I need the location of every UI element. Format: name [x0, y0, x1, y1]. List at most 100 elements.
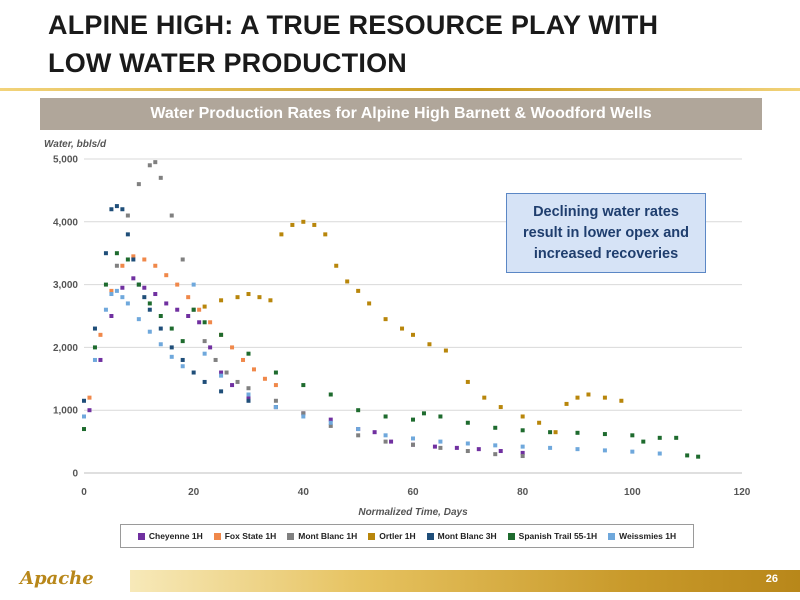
data-point — [328, 417, 333, 422]
data-point — [301, 383, 306, 388]
data-point — [586, 392, 591, 397]
data-point — [273, 398, 278, 403]
data-point — [158, 326, 163, 331]
data-point — [630, 433, 635, 438]
data-point — [109, 292, 114, 297]
data-point — [246, 351, 251, 356]
data-point — [411, 332, 415, 337]
data-point — [334, 263, 339, 268]
data-point — [103, 251, 108, 256]
data-point — [142, 295, 147, 300]
data-point — [268, 298, 273, 303]
legend-label: Cheyenne 1H — [148, 531, 203, 541]
data-point — [411, 442, 415, 447]
data-point — [476, 447, 481, 452]
data-point — [169, 213, 174, 218]
legend-item: Ortler 1H — [368, 531, 416, 541]
data-point — [493, 425, 498, 430]
x-axis-label: Normalized Time, Days — [358, 507, 468, 518]
data-point — [262, 376, 267, 381]
data-point — [153, 292, 158, 297]
data-point — [493, 443, 498, 448]
data-point — [147, 163, 152, 168]
data-point — [602, 448, 607, 453]
data-point — [602, 395, 607, 400]
data-point — [169, 345, 174, 350]
data-point — [131, 254, 136, 259]
data-point — [219, 332, 224, 337]
data-point — [290, 222, 295, 227]
chart-legend: Cheyenne 1H Fox State 1H Mont Blanc 1H Ortl… — [120, 524, 694, 548]
data-point — [411, 436, 415, 441]
data-point — [498, 449, 503, 454]
data-point — [197, 320, 202, 325]
legend-item: Cheyenne 1H — [137, 531, 203, 541]
data-point — [136, 282, 141, 287]
data-point — [114, 263, 119, 268]
series-mont-blanc-1h — [114, 160, 525, 459]
data-point — [246, 395, 251, 400]
data-point — [400, 326, 405, 331]
title-divider — [0, 88, 800, 91]
legend-label: Mont Blanc 3H — [437, 531, 497, 541]
legend-label: Weissmies 1H — [619, 531, 677, 541]
data-point — [169, 326, 174, 331]
data-point — [208, 345, 213, 350]
series-mont-blanc-3h — [82, 204, 278, 410]
data-point — [482, 395, 487, 400]
series-spanish-trail-55-1h — [82, 251, 701, 459]
y-tick-label: 3,000 — [53, 280, 78, 291]
data-point — [87, 408, 92, 413]
data-point — [257, 295, 262, 300]
data-point — [109, 207, 114, 212]
data-point — [169, 354, 174, 359]
data-point — [202, 339, 207, 344]
data-point — [98, 332, 103, 337]
x-tick-label: 40 — [298, 487, 310, 498]
data-point — [465, 449, 470, 454]
data-point — [273, 383, 278, 388]
data-point — [602, 432, 607, 437]
data-point — [312, 222, 317, 227]
data-point — [241, 357, 246, 362]
data-point — [92, 345, 97, 350]
data-point — [383, 433, 388, 438]
data-point — [125, 257, 130, 262]
data-point — [251, 367, 256, 372]
data-point — [109, 314, 114, 318]
data-point — [120, 207, 125, 212]
legend-swatch — [368, 532, 376, 540]
data-point — [82, 398, 86, 403]
data-point — [301, 414, 306, 419]
data-point — [186, 295, 191, 300]
data-point — [421, 411, 426, 416]
data-point — [575, 430, 580, 435]
data-point — [411, 417, 415, 422]
data-point — [454, 445, 459, 450]
chart-title: Water Production Rates for Alpine High B… — [40, 98, 762, 130]
y-tick-label: 1,000 — [53, 406, 78, 417]
data-point — [372, 430, 377, 435]
axes: 0 1,000 2,000 3,000 4,000 5,000 0 20 40 60 80 100 12… — [53, 155, 751, 499]
data-point — [114, 288, 119, 293]
data-point — [674, 435, 679, 440]
data-point — [246, 292, 251, 297]
y-tick-label: 4,000 — [53, 217, 78, 228]
data-point — [131, 276, 136, 281]
data-point — [202, 351, 207, 356]
data-point — [87, 395, 92, 400]
data-point — [367, 301, 372, 306]
data-point — [98, 357, 103, 362]
data-point — [175, 282, 180, 287]
series-cheyenne-1h — [87, 276, 525, 455]
data-point — [520, 450, 525, 455]
data-point — [131, 257, 136, 262]
data-point — [657, 451, 662, 456]
legend-label: Fox State 1H — [224, 531, 277, 541]
legend-swatch — [287, 532, 295, 540]
footer-bar — [130, 570, 800, 592]
legend-item: Fox State 1H — [213, 531, 277, 541]
data-point — [498, 405, 503, 410]
data-point — [246, 392, 251, 397]
